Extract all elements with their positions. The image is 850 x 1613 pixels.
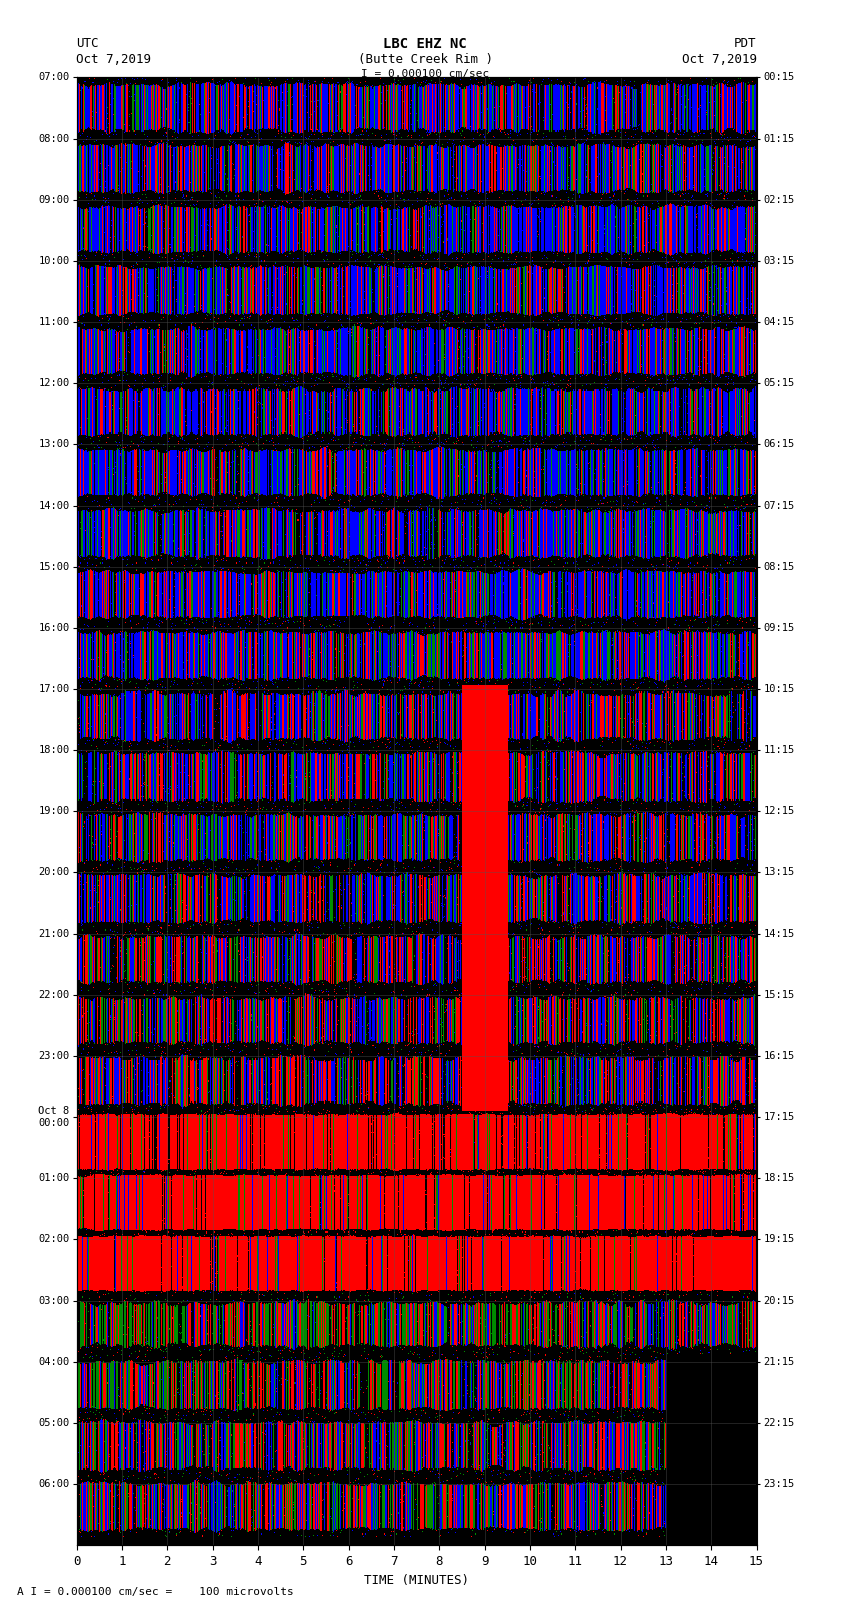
Text: Oct 7,2019: Oct 7,2019 <box>682 53 756 66</box>
Text: (Butte Creek Rim ): (Butte Creek Rim ) <box>358 53 492 66</box>
Text: I = 0.000100 cm/sec: I = 0.000100 cm/sec <box>361 69 489 79</box>
Text: A I = 0.000100 cm/sec =    100 microvolts: A I = 0.000100 cm/sec = 100 microvolts <box>17 1587 294 1597</box>
Text: UTC: UTC <box>76 37 99 50</box>
Text: Oct 7,2019: Oct 7,2019 <box>76 53 151 66</box>
Text: PDT: PDT <box>734 37 756 50</box>
Text: LBC EHZ NC: LBC EHZ NC <box>383 37 467 52</box>
X-axis label: TIME (MINUTES): TIME (MINUTES) <box>364 1574 469 1587</box>
